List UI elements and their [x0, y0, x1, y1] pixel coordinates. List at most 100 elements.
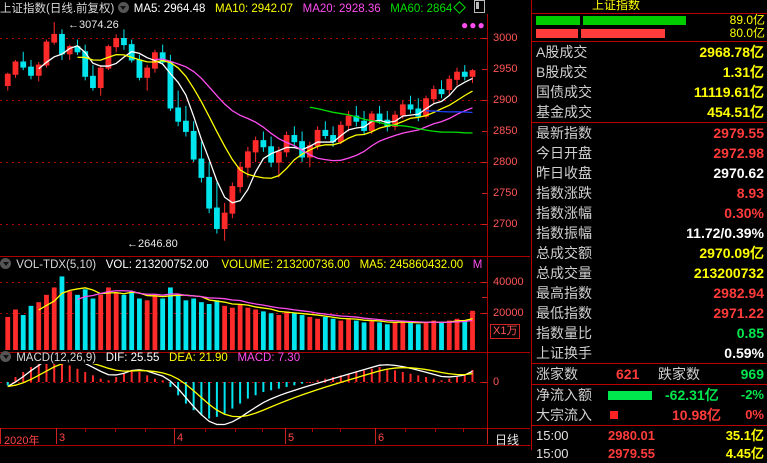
price-chart-canvas[interactable]	[0, 14, 488, 254]
net-inflow-value: -62.31亿	[665, 387, 719, 403]
row-total-volume[interactable]: 总成交量 213200732	[532, 263, 767, 283]
buy-capacity-bar-row: 89.0亿	[532, 14, 767, 27]
diamond-icon	[453, 1, 467, 14]
row-value: 11.72/0.39%	[686, 225, 764, 241]
row-fund-turnover[interactable]: 基金成交 454.51亿	[532, 102, 767, 122]
row-block-inflow[interactable]: 大宗流入 10.98亿 0%	[532, 405, 767, 425]
sell-capacity-bar-row: 80.0亿	[532, 27, 767, 40]
price-pane-header: 上证指数(日线.前复权) MA5: 2964.48 MA10: 2942.07 …	[0, 0, 486, 16]
row-value: 2970.62	[713, 165, 764, 181]
row-label: 昨日收盘	[536, 165, 592, 181]
volume-chart-canvas[interactable]	[0, 272, 488, 350]
price-pane-title: 上证指数(日线.前复权)	[0, 3, 115, 15]
row-bond-turnover[interactable]: 国债成交 11119.61亿	[532, 82, 767, 102]
price-ytick-5: 2750	[493, 187, 518, 199]
price-ytick-1: 2950	[493, 63, 518, 75]
x-label-3: 5	[288, 432, 295, 444]
buy-bar-segment-a	[536, 16, 580, 25]
quote-panel: 上证指数 89.0亿 80.0亿 A股成交 2968.78亿 B股成交 1.31…	[531, 0, 767, 461]
chart-column: 上证指数(日线.前复权) MA5: 2964.48 MA10: 2942.07 …	[0, 0, 530, 450]
volume-trailing-label: M	[472, 259, 483, 271]
panel-toggle-icon[interactable]	[474, 0, 486, 13]
tick-time: 15:00	[536, 428, 569, 443]
row-value: 0.85	[736, 325, 764, 341]
row-change-pct[interactable]: 指数涨幅 0.30%	[532, 203, 767, 223]
price-ytick-2: 2900	[493, 94, 518, 106]
advance-label: 涨家数	[536, 366, 578, 382]
chevron-down-icon[interactable]	[0, 258, 11, 269]
tick-price: 2980.01	[608, 428, 655, 443]
row-value: 2979.55	[713, 125, 764, 141]
row-total-amount[interactable]: 总成交额 2970.09亿	[532, 243, 767, 263]
row-prev-close[interactable]: 昨日收盘 2970.62	[532, 163, 767, 183]
row-value: 213200732	[693, 265, 764, 281]
row-label: 指数量比	[536, 325, 592, 341]
volume-pane: VOL-TDX(5,10) VOL: 213200752.00 VOLUME: …	[0, 256, 530, 352]
macd-pane: MACD(12,26,9) DIF: 25.55 DEA: 21.90 MACD…	[0, 351, 530, 428]
period-label[interactable]: 日线	[495, 433, 520, 447]
tick-row[interactable]: 15:00 2980.01 35.1亿	[532, 427, 767, 445]
row-label: 今日开盘	[536, 145, 592, 161]
row-label: 基金成交	[536, 104, 592, 120]
volume-pane-title: VOL-TDX(5,10)	[16, 259, 97, 271]
row-label: 总成交额	[536, 245, 592, 261]
row-b-share-turnover[interactable]: B股成交 1.31亿	[532, 62, 767, 82]
row-change[interactable]: 指数涨跌 8.93	[532, 183, 767, 203]
block-inflow-marker	[610, 411, 618, 419]
tick-volume: 4.45亿	[725, 446, 764, 461]
row-label: 净流入额	[536, 387, 592, 403]
tick-volume: 35.1亿	[725, 428, 764, 443]
dea-readout: DEA: 21.90	[169, 352, 228, 364]
volume-multiplier-badge: X1万	[490, 324, 521, 339]
row-open[interactable]: 今日开盘 2972.98	[532, 143, 767, 163]
x-label-2: 4	[177, 432, 184, 444]
vol-readout: VOL: 213200752.00	[105, 259, 209, 271]
net-inflow-pct: -2%	[740, 387, 764, 402]
x-label-4: 6	[378, 432, 385, 444]
row-value: 0.59%	[724, 345, 764, 361]
row-net-inflow[interactable]: 净流入额 -62.31亿 -2%	[532, 385, 767, 405]
buy-capacity-value: 89.0亿	[729, 13, 765, 27]
row-value: 2970.09亿	[699, 245, 764, 261]
low-annotation: ←2646.80	[127, 238, 178, 250]
sell-bar-segment-a	[536, 29, 578, 38]
row-value: 1.31亿	[722, 64, 764, 80]
row-label: 最高指数	[536, 285, 592, 301]
price-ytick-0: 3000	[493, 32, 518, 44]
row-value: 8.93	[736, 185, 764, 201]
x-axis: 2020年 3 4 5 6 日线	[0, 428, 530, 450]
row-volume-ratio[interactable]: 指数量比 0.85	[532, 323, 767, 343]
quote-panel-title: 上证指数	[592, 0, 641, 12]
x-label-0: 2020年	[4, 435, 40, 447]
row-value: 2972.98	[713, 145, 764, 161]
row-advance-decline[interactable]: 涨家数 621 跌家数 969	[532, 364, 767, 384]
x-label-1: 3	[59, 432, 66, 444]
block-inflow-pct: 0%	[745, 407, 764, 422]
row-label: 国债成交	[536, 84, 592, 100]
row-turnover-rate[interactable]: 上证换手 0.59%	[532, 343, 767, 363]
volume-ytick-1: 20000	[493, 307, 524, 319]
sell-capacity-value: 80.0亿	[729, 26, 765, 40]
macd-pane-title: MACD(12,26,9)	[16, 352, 97, 364]
row-value: 454.51亿	[707, 104, 764, 120]
tick-row[interactable]: 15:00 2979.55 4.45亿	[532, 445, 767, 463]
row-label: 上证换手	[536, 345, 592, 361]
more-options-dots[interactable]: ●●●	[461, 18, 486, 32]
volume-ytick-0: 40000	[493, 276, 524, 288]
macd-chart-canvas[interactable]	[0, 364, 488, 428]
chevron-down-icon[interactable]	[0, 351, 11, 362]
dif-readout: DIF: 25.55	[105, 352, 160, 364]
chevron-down-icon[interactable]	[117, 2, 129, 13]
row-amplitude[interactable]: 指数振幅 11.72/0.39%	[532, 223, 767, 243]
net-inflow-bar	[608, 391, 652, 400]
price-pane: 上证指数(日线.前复权) MA5: 2964.48 MA10: 2942.07 …	[0, 0, 530, 256]
row-low-index[interactable]: 最低指数 2971.22	[532, 303, 767, 323]
row-latest-index[interactable]: 最新指数 2979.55	[532, 123, 767, 143]
row-label: 大宗流入	[536, 407, 592, 423]
row-a-share-turnover[interactable]: A股成交 2968.78亿	[532, 42, 767, 62]
price-ytick-3: 2850	[493, 125, 518, 137]
ma20-readout: MA20: 2928.36	[302, 3, 381, 15]
ma60-readout: MA60: 2864	[390, 3, 453, 15]
row-value: 2982.94	[713, 285, 764, 301]
row-high-index[interactable]: 最高指数 2982.94	[532, 283, 767, 303]
